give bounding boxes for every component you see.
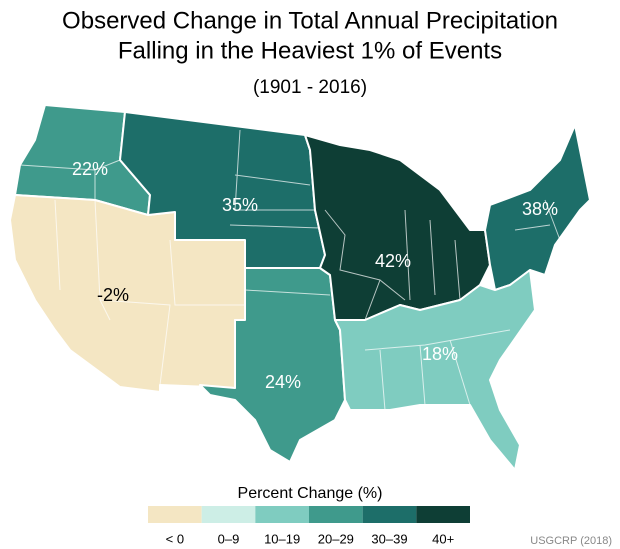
legend-swatch [362, 506, 417, 523]
region-label: 38% [522, 199, 558, 219]
map [9, 104, 591, 471]
legend-label: < 0 [166, 531, 184, 546]
legend-title: Percent Change (%) [238, 485, 383, 502]
legend-label: 40+ [432, 531, 454, 546]
region-label: 24% [265, 372, 301, 392]
region-label: 22% [72, 159, 108, 179]
region-southeast [334, 269, 536, 471]
legend-swatch [148, 506, 202, 523]
legend-swatch [201, 506, 256, 523]
source: USGCRP (2018) [530, 535, 612, 547]
region-label: 35% [222, 195, 258, 215]
region-midwest [304, 134, 491, 321]
region-label: 42% [375, 251, 411, 271]
legend: Percent Change (%) < 0 0–9 10–19 20–29 30–39… [148, 485, 470, 546]
legend-swatch [416, 506, 470, 523]
region-labels: 22% -2% 35% 24% 42% 38% 18% [72, 159, 558, 392]
title-line: Falling in the Heaviest 1% of Events [118, 37, 502, 64]
region-label: -2% [97, 285, 129, 305]
legend-label: 0–9 [218, 531, 240, 546]
state-borders [19, 129, 561, 411]
legend-swatch [255, 506, 309, 523]
legend-label: 30–39 [371, 531, 407, 546]
legend-label: 20–29 [318, 531, 354, 546]
subtitle: (1901 - 2016) [253, 77, 367, 98]
legend-label: 10–19 [264, 531, 300, 546]
title-line: Observed Change in Total Annual Precipit… [62, 7, 558, 34]
legend-swatch [309, 506, 363, 523]
region-label: 18% [422, 344, 458, 364]
